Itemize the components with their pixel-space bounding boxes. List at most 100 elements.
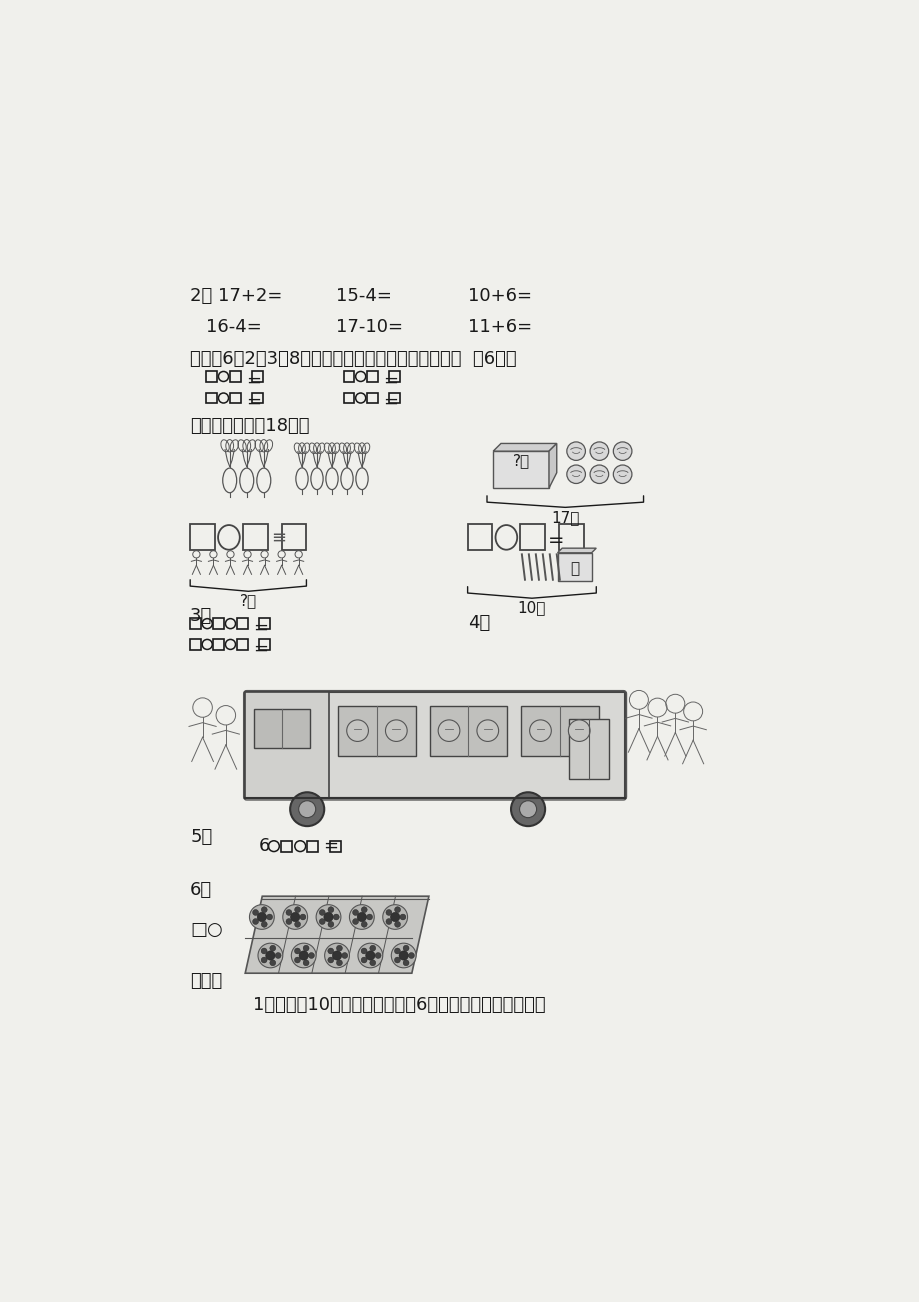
Circle shape bbox=[352, 910, 358, 915]
Text: =: = bbox=[253, 618, 267, 637]
Circle shape bbox=[333, 914, 339, 921]
Bar bbox=[206, 393, 217, 404]
Bar bbox=[190, 525, 215, 551]
Circle shape bbox=[323, 913, 333, 922]
Text: ≡: ≡ bbox=[270, 529, 286, 547]
Bar bbox=[230, 393, 240, 404]
Circle shape bbox=[382, 905, 407, 930]
Bar bbox=[213, 639, 224, 650]
Circle shape bbox=[257, 943, 282, 967]
Circle shape bbox=[336, 960, 342, 966]
Circle shape bbox=[394, 906, 400, 913]
Circle shape bbox=[261, 922, 267, 927]
Circle shape bbox=[327, 922, 334, 927]
Polygon shape bbox=[557, 548, 596, 553]
Bar bbox=[281, 525, 306, 551]
Bar bbox=[230, 371, 240, 381]
Text: =: = bbox=[253, 639, 267, 658]
Circle shape bbox=[299, 950, 308, 960]
Circle shape bbox=[568, 720, 589, 741]
Text: =: = bbox=[548, 531, 564, 549]
Polygon shape bbox=[549, 444, 556, 488]
Circle shape bbox=[294, 906, 301, 913]
Bar bbox=[367, 371, 378, 381]
Bar bbox=[389, 371, 400, 381]
Circle shape bbox=[261, 948, 267, 954]
Circle shape bbox=[352, 919, 358, 924]
Circle shape bbox=[369, 960, 375, 966]
Bar bbox=[557, 553, 591, 581]
Circle shape bbox=[332, 950, 341, 960]
Circle shape bbox=[275, 953, 281, 958]
Circle shape bbox=[361, 957, 367, 963]
Circle shape bbox=[386, 919, 391, 924]
Circle shape bbox=[391, 943, 415, 967]
Bar bbox=[245, 693, 624, 798]
Circle shape bbox=[399, 950, 408, 960]
Circle shape bbox=[403, 945, 409, 950]
Text: =: = bbox=[323, 837, 337, 855]
Bar bbox=[330, 841, 341, 852]
Circle shape bbox=[290, 913, 300, 922]
Bar bbox=[243, 525, 267, 551]
Circle shape bbox=[316, 905, 341, 930]
Bar bbox=[245, 693, 329, 798]
Bar bbox=[206, 371, 217, 381]
Circle shape bbox=[269, 945, 276, 950]
Circle shape bbox=[308, 953, 314, 958]
Text: =: = bbox=[245, 371, 261, 389]
Text: 6、: 6、 bbox=[190, 881, 212, 898]
Circle shape bbox=[386, 910, 391, 915]
Circle shape bbox=[327, 957, 334, 963]
Circle shape bbox=[269, 960, 276, 966]
Circle shape bbox=[289, 792, 323, 827]
Bar bbox=[389, 393, 400, 404]
Circle shape bbox=[361, 922, 367, 927]
Circle shape bbox=[346, 720, 368, 741]
Bar bbox=[280, 841, 291, 852]
Circle shape bbox=[286, 919, 291, 924]
Bar bbox=[213, 618, 224, 629]
Bar bbox=[344, 371, 354, 381]
Text: □○: □○ bbox=[190, 921, 222, 939]
Circle shape bbox=[249, 905, 274, 930]
Circle shape bbox=[613, 465, 631, 483]
Text: 10+6=: 10+6= bbox=[467, 288, 531, 305]
Bar bbox=[190, 618, 201, 629]
Text: =: = bbox=[245, 393, 261, 411]
Text: 16-4=: 16-4= bbox=[206, 318, 262, 336]
Circle shape bbox=[261, 906, 267, 913]
Circle shape bbox=[357, 943, 382, 967]
Circle shape bbox=[369, 945, 375, 950]
Circle shape bbox=[403, 960, 409, 966]
Circle shape bbox=[366, 950, 375, 960]
Text: ?人: ?人 bbox=[240, 594, 256, 608]
Circle shape bbox=[327, 948, 334, 954]
Circle shape bbox=[400, 914, 405, 921]
Text: 17个: 17个 bbox=[550, 509, 579, 525]
Circle shape bbox=[394, 957, 400, 963]
Circle shape bbox=[394, 922, 400, 927]
Bar bbox=[307, 841, 318, 852]
Bar bbox=[259, 618, 269, 629]
Circle shape bbox=[266, 950, 275, 960]
Circle shape bbox=[294, 922, 301, 927]
Text: 六、解: 六、解 bbox=[190, 971, 222, 990]
Circle shape bbox=[319, 910, 324, 915]
Circle shape bbox=[282, 905, 307, 930]
Circle shape bbox=[291, 943, 316, 967]
Circle shape bbox=[613, 441, 631, 461]
Circle shape bbox=[261, 957, 267, 963]
Text: 17-10=: 17-10= bbox=[335, 318, 403, 336]
Circle shape bbox=[349, 905, 374, 930]
Text: =: = bbox=[382, 371, 398, 389]
Polygon shape bbox=[493, 444, 556, 452]
Circle shape bbox=[286, 910, 291, 915]
Circle shape bbox=[529, 720, 550, 741]
Bar bbox=[559, 525, 584, 551]
Circle shape bbox=[327, 906, 334, 913]
Bar bbox=[367, 393, 378, 404]
Circle shape bbox=[589, 441, 608, 461]
Circle shape bbox=[299, 801, 315, 818]
Circle shape bbox=[394, 948, 400, 954]
